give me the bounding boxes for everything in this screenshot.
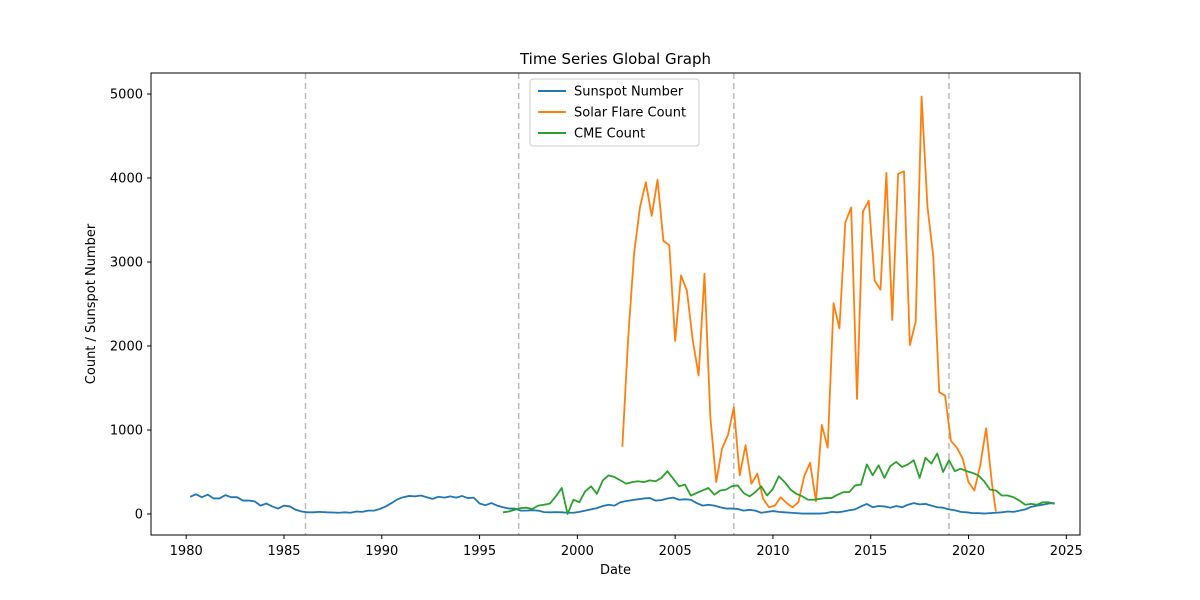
legend-label-sunspot-number: Sunspot Number bbox=[574, 85, 684, 100]
legend-label-solar-flare-count: Solar Flare Count bbox=[574, 106, 686, 121]
x-tick-label-1980: 1980 bbox=[170, 544, 203, 559]
series-line-cme-count bbox=[502, 452, 1055, 515]
x-axis: 1980 1985 1990 1995 2000 2005 2010 2015 2020 2025 bbox=[170, 535, 1083, 559]
y-axis: 0 1000 2000 3000 4000 5000 bbox=[110, 88, 151, 523]
y-tick-label-0: 0 bbox=[135, 508, 143, 523]
legend: Sunspot Number Solar Flare Count CME Count bbox=[529, 78, 700, 147]
x-tick-label-2015: 2015 bbox=[854, 544, 887, 559]
y-tick-label-4000: 4000 bbox=[110, 172, 143, 187]
plot-frame bbox=[150, 72, 1081, 536]
series-layer bbox=[189, 95, 1055, 515]
x-tick-label-1985: 1985 bbox=[267, 544, 300, 559]
x-axis-label: Date bbox=[600, 563, 631, 578]
x-tick-label-2010: 2010 bbox=[756, 544, 789, 559]
y-tick-label-5000: 5000 bbox=[110, 88, 143, 103]
series-line-sunspot-number bbox=[189, 493, 1055, 515]
y-tick-label-3000: 3000 bbox=[110, 256, 143, 271]
legend-box bbox=[529, 78, 700, 147]
vertical-reference-lines bbox=[304, 73, 950, 535]
chart-title: Time Series Global Graph bbox=[519, 50, 711, 68]
x-tick-label-2020: 2020 bbox=[952, 544, 985, 559]
x-tick-label-2025: 2025 bbox=[1050, 544, 1083, 559]
x-tick-label-2005: 2005 bbox=[659, 544, 692, 559]
y-tick-label-1000: 1000 bbox=[110, 424, 143, 439]
y-axis-label: Count / Sunspot Number bbox=[84, 223, 99, 384]
x-tick-label-1990: 1990 bbox=[365, 544, 398, 559]
x-tick-label-2000: 2000 bbox=[561, 544, 594, 559]
legend-label-cme-count: CME Count bbox=[574, 127, 645, 142]
y-tick-label-2000: 2000 bbox=[110, 340, 143, 355]
series-line-solar-flare-count bbox=[621, 95, 997, 512]
x-tick-label-1995: 1995 bbox=[463, 544, 496, 559]
